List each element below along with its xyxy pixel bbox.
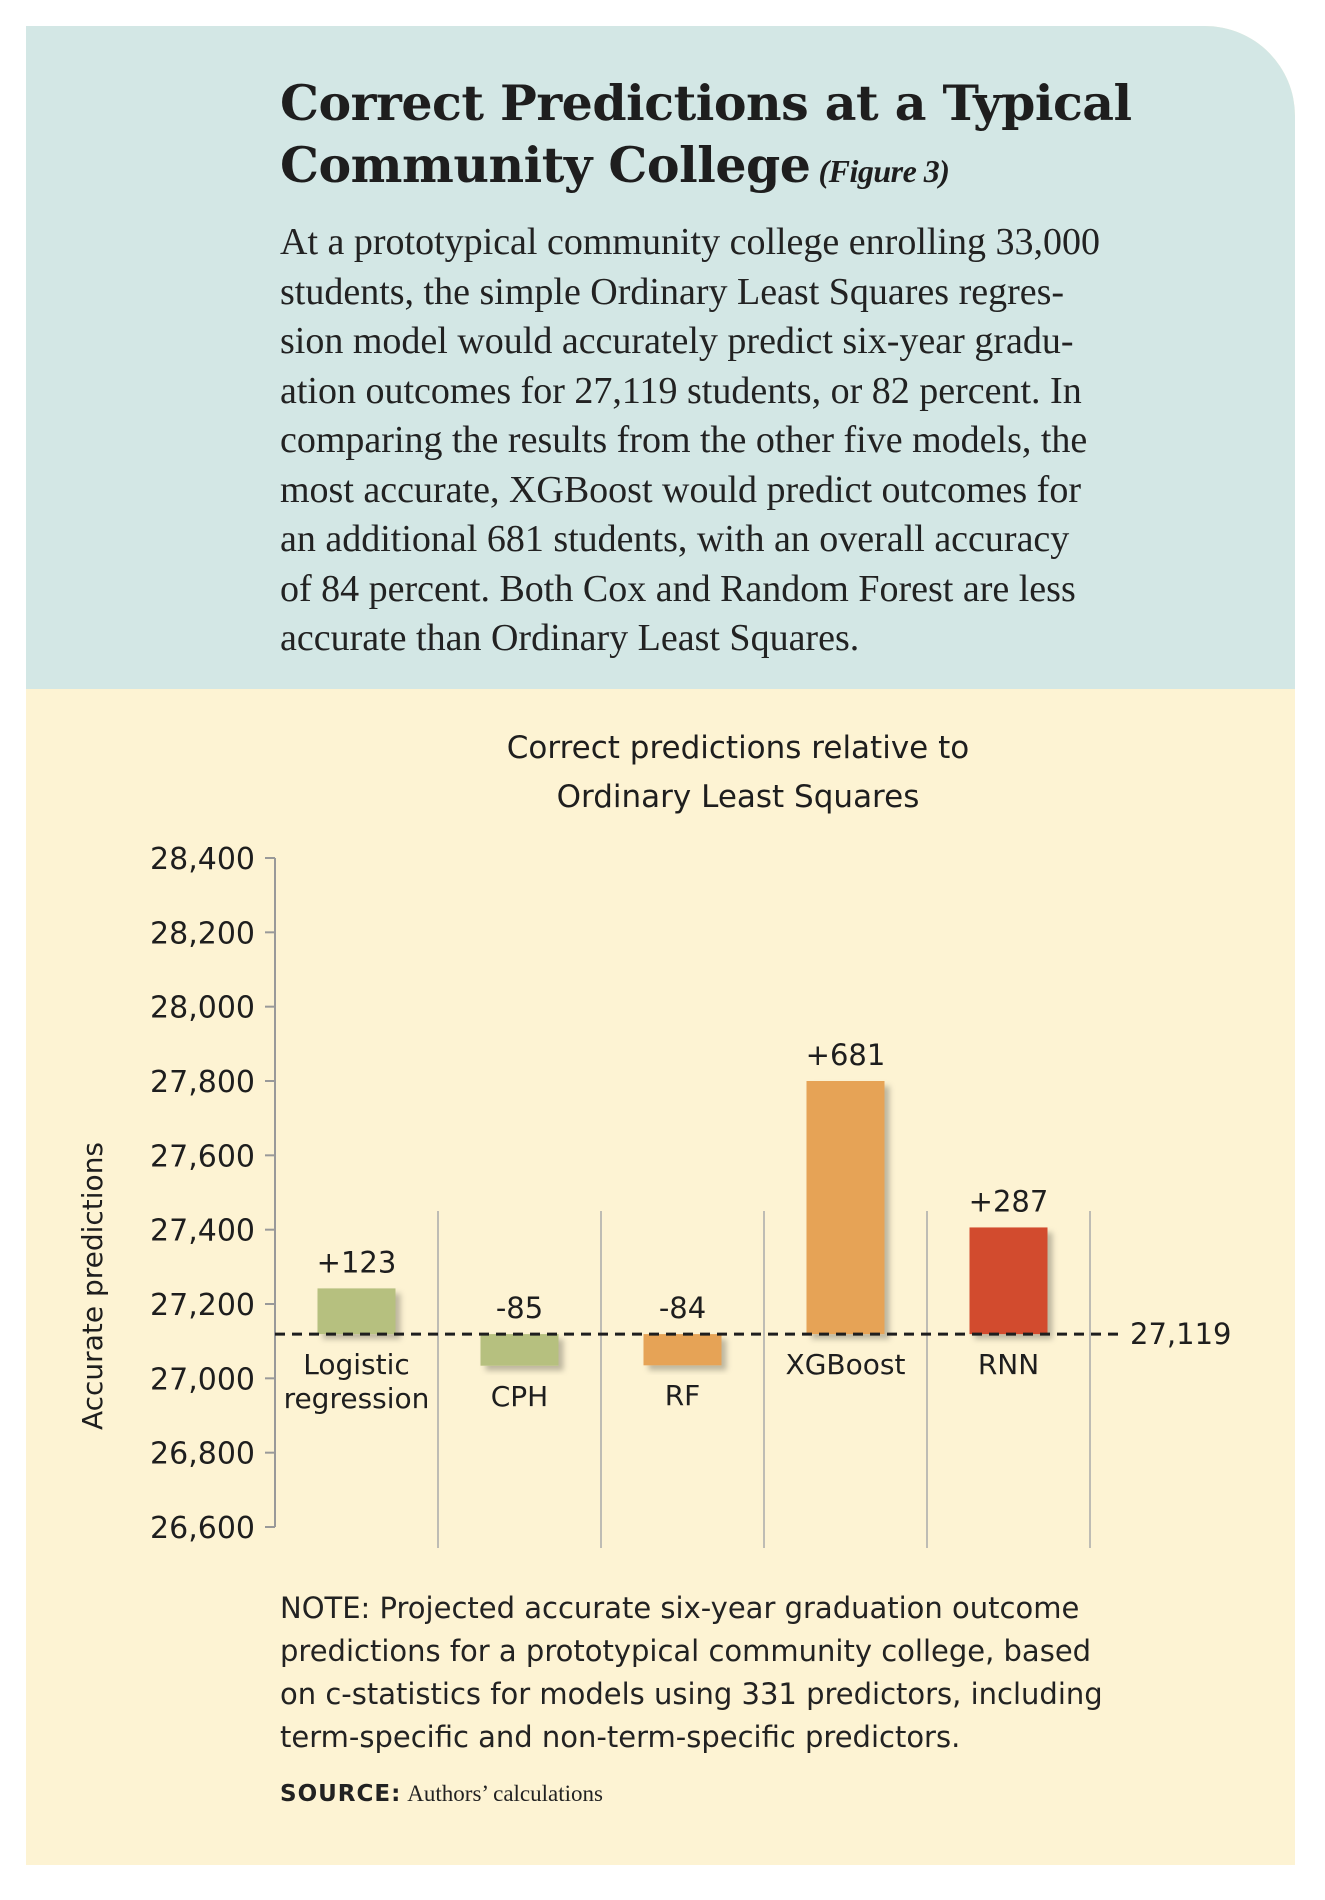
body-line: an additional 681 students, with an over… <box>280 518 1070 560</box>
value-label: +123 <box>317 1245 397 1279</box>
y-tick-label: 26,600 <box>150 1511 255 1546</box>
x-tick-label: RNN <box>977 1348 1040 1382</box>
x-tick-label-box: RNN <box>977 1348 1040 1382</box>
x-tick-label: CPH <box>490 1379 549 1413</box>
note-line: term-specific and non-term-specific pred… <box>280 1720 961 1754</box>
title: Community College (Figure 3) <box>280 136 950 194</box>
bar <box>969 1227 1048 1335</box>
figure-label: (Figure 3) <box>818 153 950 189</box>
body-line: students, the simple Ordinary Least Squa… <box>280 270 1065 313</box>
source-label: SOURCE: <box>280 1781 402 1807</box>
bar <box>480 1334 559 1366</box>
chart-title: Correct predictions relative to <box>507 730 969 766</box>
y-tick-label: 27,400 <box>150 1214 255 1249</box>
body-line: sion model would accurately predict six-… <box>280 320 1074 362</box>
panel: Correct Predictions at a Typical Communi… <box>26 26 1295 1865</box>
baseline-label: 27,119 <box>1130 1317 1231 1351</box>
title: Correct Predictions at a Typical <box>280 74 1132 132</box>
x-tick-label-box: CPH <box>490 1379 549 1413</box>
value-label: +681 <box>806 1038 886 1072</box>
x-tick-label: XGBoost <box>785 1348 906 1382</box>
body-line: of 84 percent. Both Cox and Random Fores… <box>280 567 1076 610</box>
body-line: comparing the results from the other fiv… <box>280 419 1088 461</box>
note-line: predictions for a prototypical community… <box>280 1634 1092 1668</box>
bar <box>643 1334 722 1366</box>
x-tick-label-box: Logistic regression <box>283 1348 430 1416</box>
note-line: NOTE: Projected accurate six-year gradua… <box>280 1591 1080 1625</box>
value-label: -84 <box>659 1291 706 1325</box>
body-line: At a prototypical community college enro… <box>280 221 1100 263</box>
y-axis-label: Accurate predictions <box>76 1142 109 1430</box>
title: Community College <box>280 136 811 194</box>
y-tick-label: 28,400 <box>150 842 255 877</box>
y-tick-label: 28,000 <box>150 991 255 1026</box>
bar <box>806 1081 885 1335</box>
y-tick-label: 27,600 <box>150 1139 255 1174</box>
source-text: Authors’ calculations <box>407 1781 603 1806</box>
x-tick-label-box: XGBoost <box>785 1348 906 1382</box>
value-label: +287 <box>969 1184 1049 1218</box>
value-label: -85 <box>496 1291 543 1325</box>
intro-box <box>26 26 1295 689</box>
y-tick-label: 26,800 <box>150 1437 255 1472</box>
y-tick-label: 27,200 <box>150 1288 255 1323</box>
chart-title: Ordinary Least Squares <box>557 779 920 815</box>
x-tick-label: Logistic regression <box>283 1348 430 1416</box>
y-tick-label: 27,800 <box>150 1065 255 1100</box>
y-tick-label: 27,000 <box>150 1362 255 1397</box>
x-tick-label-box: RF <box>664 1379 701 1413</box>
x-tick-label: RF <box>664 1379 701 1413</box>
y-tick-label: 28,200 <box>150 916 255 951</box>
body-line: ation outcomes for 27,119 students, or 8… <box>280 369 1082 412</box>
source: SOURCE: Authors’ calculations <box>280 1781 603 1807</box>
bar <box>317 1288 396 1335</box>
body-line: accurate than Ordinary Least Squares. <box>280 617 860 659</box>
body-line: most accurate, XGBoost would predict out… <box>280 468 1081 511</box>
chart: Correct predictions relative to Ordinary … <box>76 730 1231 1548</box>
note-line: on c-statistics for models using 331 pre… <box>280 1677 1103 1711</box>
